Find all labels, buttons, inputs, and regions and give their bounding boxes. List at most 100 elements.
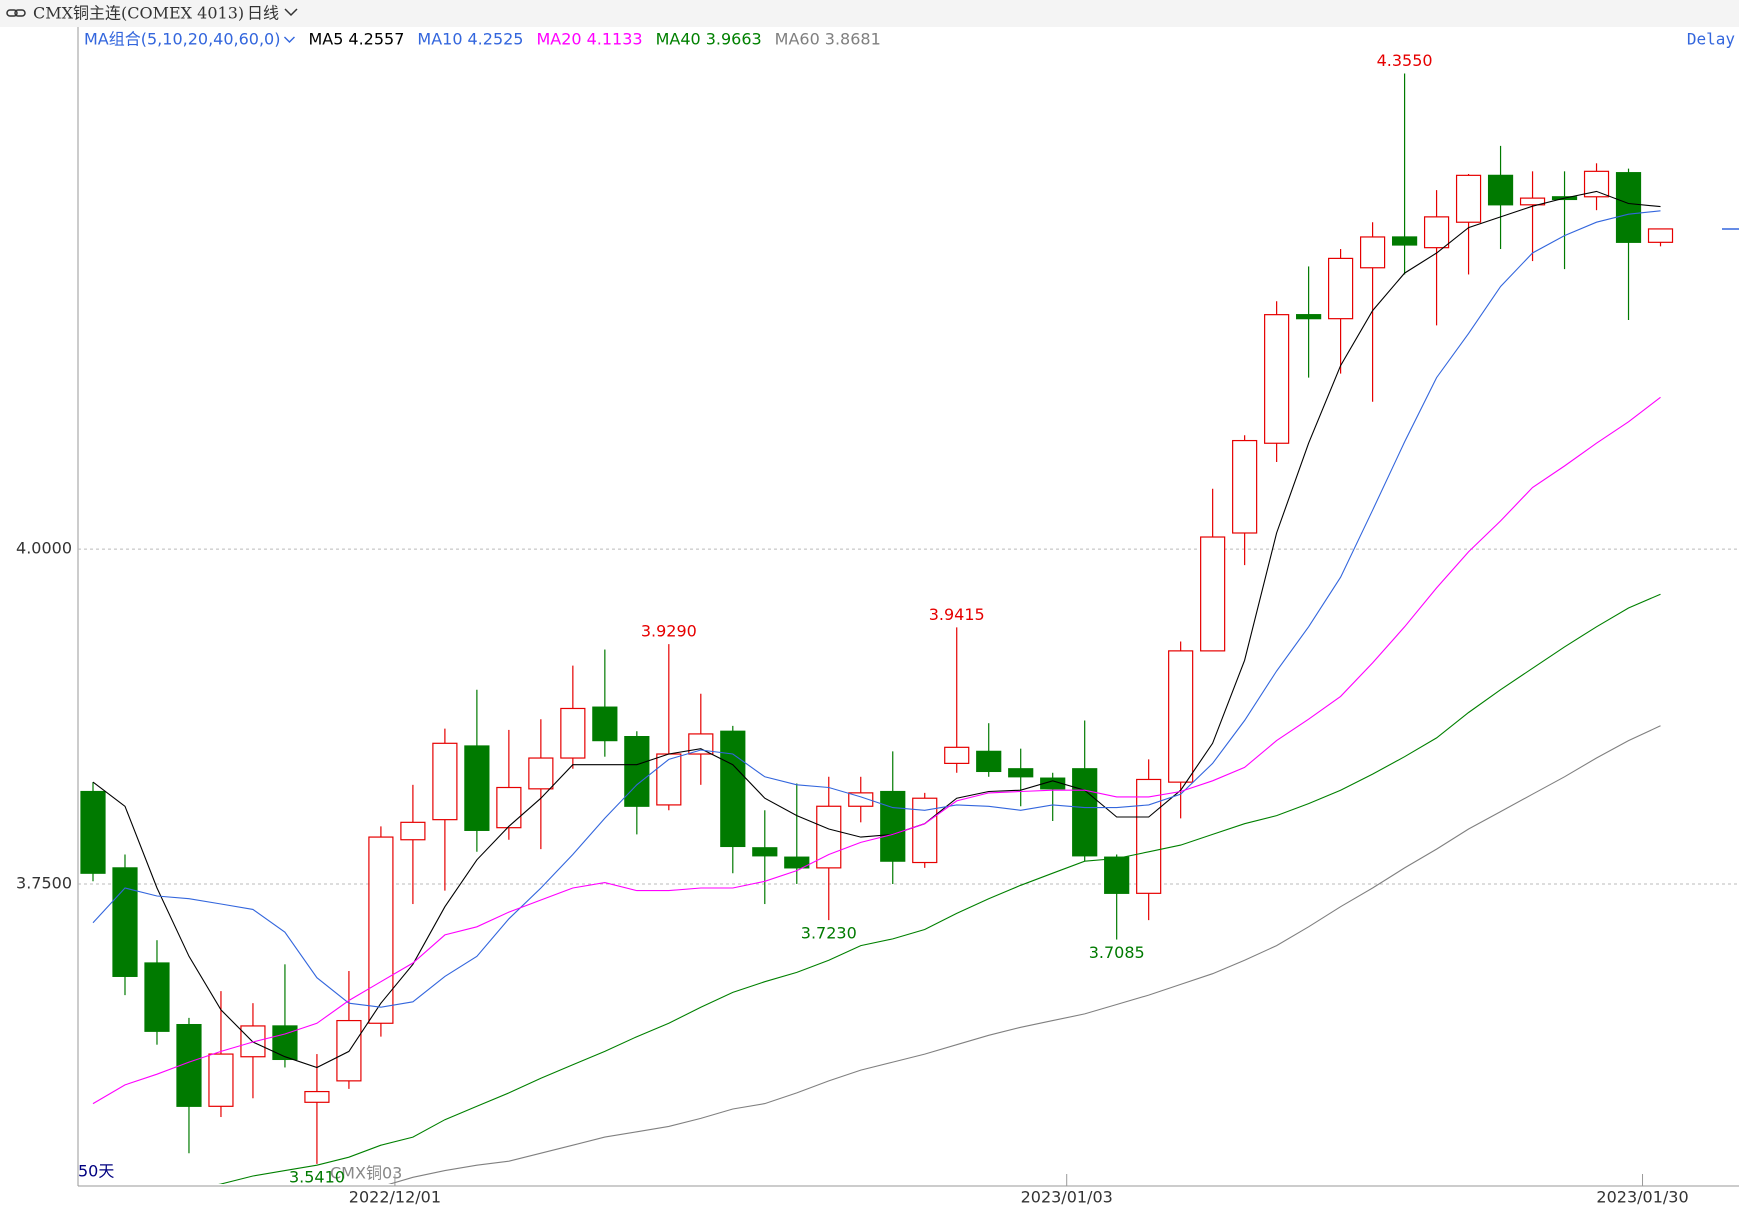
legend-value: 3.9663: [706, 30, 762, 49]
indicator-selector[interactable]: MA组合(5,10,20,40,60,0): [84, 30, 280, 49]
candle: [1423, 190, 1450, 326]
candle-body: [1168, 650, 1194, 783]
candle: [1232, 435, 1258, 566]
candle-body: [752, 847, 778, 857]
candle-body: [1519, 197, 1546, 206]
candle: [720, 725, 746, 874]
candle-body: [368, 836, 394, 1024]
legend-value: 4.1133: [587, 30, 643, 49]
candle-body: [1615, 172, 1642, 243]
candle-body: [688, 733, 714, 755]
candle-body: [816, 805, 842, 869]
candle: [1264, 301, 1290, 463]
dropdown-icon[interactable]: [284, 8, 298, 17]
ma-line: [92, 396, 1661, 1105]
candle-body: [1487, 174, 1514, 206]
candle-body: [464, 745, 490, 831]
candle: [1008, 748, 1034, 807]
high-label: 3.9415: [929, 605, 985, 624]
candle: [624, 731, 650, 835]
candle-body: [624, 736, 650, 807]
candle: [1104, 854, 1130, 940]
legend-name: MA10: [417, 30, 462, 49]
candle: [1328, 249, 1354, 374]
ma-line: [218, 593, 1661, 1184]
candle-body: [432, 742, 458, 821]
ma-line: [92, 190, 1661, 1069]
candle-body: [1136, 778, 1162, 894]
candle-body: [1040, 777, 1066, 790]
candle-body: [208, 1053, 234, 1107]
candle-body: [1296, 314, 1322, 320]
candle: [144, 940, 170, 1045]
candle: [400, 784, 426, 905]
y-tick-label: 4.0000: [16, 539, 72, 558]
candle-body: [1104, 856, 1130, 894]
candle-body: [1647, 228, 1674, 243]
candle-body: [1328, 257, 1354, 320]
legend-name: MA60: [775, 30, 820, 49]
period-selector[interactable]: 日线: [247, 4, 279, 23]
candle: [464, 689, 490, 852]
candle: [1200, 488, 1226, 652]
candle-body: [720, 730, 746, 848]
candle-body: [880, 790, 906, 862]
high-label: 4.3550: [1377, 51, 1433, 70]
candle-body: [1359, 236, 1386, 269]
candle: [560, 665, 586, 769]
candle: [432, 728, 458, 891]
candle-body: [304, 1090, 330, 1103]
candle-body: [912, 797, 938, 864]
legend-name: MA20: [536, 30, 581, 49]
instrument-title[interactable]: CMX铜主连(COMEX 4013): [33, 4, 244, 23]
candle: [1136, 759, 1162, 921]
candle-body: [80, 790, 106, 874]
candle-body: [1423, 216, 1450, 249]
range-label: 50天: [78, 1162, 114, 1181]
candle-body: [592, 706, 618, 742]
candle: [1647, 228, 1674, 247]
legend-value: 4.2557: [348, 30, 404, 49]
candle-body: [560, 707, 586, 759]
candle-body: [528, 757, 554, 790]
candle: [1168, 641, 1194, 819]
candle: [688, 693, 714, 785]
candle: [1615, 168, 1642, 321]
ma-line: [92, 210, 1661, 1008]
candle: [80, 782, 106, 882]
ma-line: [388, 725, 1661, 1184]
candle: [304, 1054, 330, 1164]
contract-label: CMX铜03: [330, 1164, 402, 1183]
dropdown-icon[interactable]: [283, 36, 295, 43]
status-label: Delay: [1687, 30, 1736, 49]
candle: [880, 751, 906, 884]
candle: [1455, 174, 1482, 275]
candle: [1519, 171, 1546, 262]
candle-body: [784, 856, 810, 869]
high-label: 3.9290: [641, 622, 697, 641]
candle-body: [112, 867, 138, 977]
candle-body: [400, 821, 426, 841]
candle-body: [1264, 314, 1290, 444]
candle-body: [1232, 439, 1258, 534]
x-tick-label: 2023/01/30: [1596, 1188, 1688, 1207]
x-tick-label: 2023/01/03: [1021, 1188, 1113, 1207]
candle: [656, 644, 682, 811]
candle-body: [1200, 536, 1226, 652]
candle-body: [1072, 768, 1098, 857]
candle-body: [976, 750, 1002, 773]
candle: [208, 991, 234, 1118]
candle-body: [656, 753, 682, 806]
candle-body: [1391, 236, 1418, 246]
plot-area: [80, 73, 1674, 1184]
x-tick-label: 2022/12/01: [349, 1188, 441, 1207]
candle: [848, 776, 874, 823]
candle: [1391, 73, 1418, 275]
low-label: 3.7230: [801, 924, 857, 943]
link-icon: [6, 9, 26, 17]
candle: [912, 792, 938, 868]
candle-body: [848, 792, 874, 807]
candle: [592, 649, 618, 757]
